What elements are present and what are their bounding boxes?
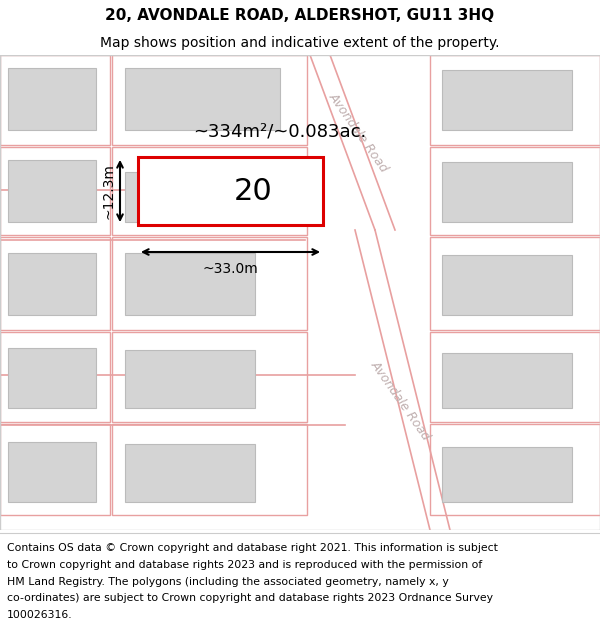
- Bar: [0, 147, 110, 235]
- Text: ~33.0m: ~33.0m: [203, 262, 259, 276]
- Text: ~12.3m: ~12.3m: [101, 163, 115, 219]
- Bar: [8, 442, 96, 502]
- Bar: [0, 55, 110, 145]
- Text: Contains OS data © Crown copyright and database right 2021. This information is : Contains OS data © Crown copyright and d…: [7, 543, 498, 553]
- Bar: [0, 237, 110, 330]
- Text: ~334m²/~0.083ac.: ~334m²/~0.083ac.: [193, 123, 367, 141]
- Bar: [442, 70, 572, 130]
- Text: HM Land Registry. The polygons (including the associated geometry, namely x, y: HM Land Registry. The polygons (includin…: [7, 576, 449, 586]
- Text: 20: 20: [233, 176, 272, 206]
- Text: 100026316.: 100026316.: [7, 610, 73, 620]
- Text: 20, AVONDALE ROAD, ALDERSHOT, GU11 3HQ: 20, AVONDALE ROAD, ALDERSHOT, GU11 3HQ: [106, 8, 494, 23]
- Text: Avondale Road: Avondale Road: [368, 358, 432, 442]
- Bar: [430, 424, 600, 515]
- Bar: [430, 55, 600, 145]
- Bar: [112, 237, 307, 330]
- Bar: [430, 332, 600, 422]
- Bar: [442, 447, 572, 502]
- Bar: [125, 68, 280, 130]
- Bar: [112, 424, 307, 515]
- Text: Map shows position and indicative extent of the property.: Map shows position and indicative extent…: [100, 36, 500, 50]
- Bar: [442, 255, 572, 315]
- Text: to Crown copyright and database rights 2023 and is reproduced with the permissio: to Crown copyright and database rights 2…: [7, 560, 482, 570]
- Bar: [125, 253, 255, 315]
- Bar: [125, 350, 255, 408]
- Bar: [125, 444, 255, 502]
- Bar: [112, 147, 307, 235]
- Bar: [8, 68, 96, 130]
- Bar: [430, 237, 600, 330]
- Bar: [442, 353, 572, 408]
- Text: Avondale Road: Avondale Road: [326, 90, 390, 174]
- Bar: [0, 332, 110, 422]
- Bar: [0, 424, 110, 515]
- Bar: [138, 157, 323, 225]
- Bar: [8, 348, 96, 408]
- Bar: [442, 162, 572, 222]
- Bar: [112, 332, 307, 422]
- Bar: [125, 172, 205, 222]
- Text: co-ordinates) are subject to Crown copyright and database rights 2023 Ordnance S: co-ordinates) are subject to Crown copyr…: [7, 593, 493, 603]
- Bar: [112, 55, 307, 145]
- Bar: [8, 253, 96, 315]
- Bar: [8, 160, 96, 222]
- Bar: [430, 147, 600, 235]
